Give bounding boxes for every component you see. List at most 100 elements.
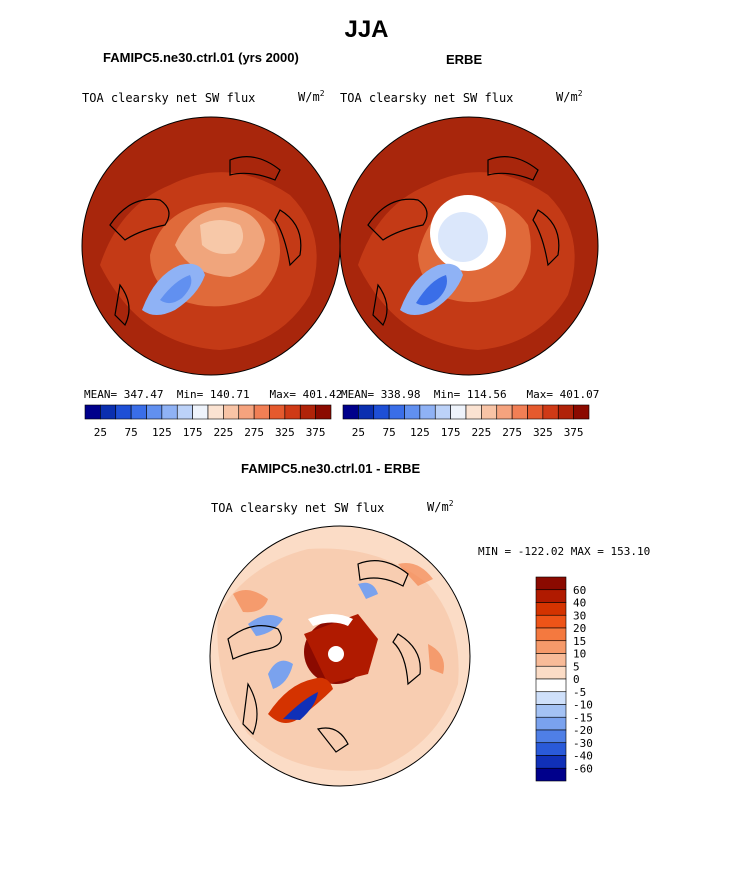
colorbar-tick-label: 375 (306, 426, 326, 439)
colorbar-box (419, 404, 436, 420)
colorbar-box (481, 404, 498, 420)
colorbar-box (176, 404, 193, 420)
colorbar-box (100, 404, 117, 420)
colorbar-box (535, 614, 567, 629)
colorbar-box (535, 716, 567, 731)
colorbar-tick-label: 125 (152, 426, 172, 439)
colorbar-box (527, 404, 544, 420)
colorbar-box (535, 755, 567, 769)
colorbar-tick-label: 30 (573, 609, 586, 622)
left-stats: MEAN= 347.47 Min= 140.71 Max= 401.42 (84, 388, 343, 401)
map-region-fill (248, 582, 378, 689)
map-border (209, 525, 471, 787)
colorbar-box (130, 404, 147, 420)
colorbar-box (496, 404, 513, 420)
colorbar-box (146, 404, 163, 420)
diff-panel-title: FAMIPC5.ne30.ctrl.01 - ERBE (241, 461, 421, 476)
colorbar-tick-label: 25 (352, 426, 365, 439)
diff-units-label: W/m2 (427, 499, 454, 514)
colorbar-box (511, 404, 528, 420)
colorbar-tick-label: 225 (213, 426, 233, 439)
diff-minmax-label: MIN = -122.02 MAX = 153.10 (478, 545, 651, 558)
right-polar-map (339, 116, 599, 376)
pole-hole (328, 646, 344, 662)
polar-diff-fill (308, 614, 353, 626)
right-colorbar: 25 75 125 175 225 275 325 375 (342, 404, 590, 439)
coastline (367, 156, 560, 327)
colorbar-box (557, 404, 574, 420)
colorbar-box (84, 404, 101, 420)
colorbar-tick-label: -60 (573, 762, 593, 775)
greenland-fill (283, 692, 318, 720)
colorbar-tick-label: 15 (573, 635, 586, 648)
colorbar-box (535, 767, 567, 782)
colorbar-tick-label: -20 (573, 724, 593, 737)
polar-region-fill (438, 212, 488, 262)
colorbar-box (207, 404, 224, 420)
colorbar-box (535, 589, 567, 603)
colorbar-box (434, 404, 451, 420)
colorbar-box (573, 404, 590, 420)
coastline (109, 156, 302, 327)
map-region-fill (200, 220, 244, 254)
colorbar-box (535, 627, 567, 642)
colorbar-tick-label: 10 (573, 648, 586, 661)
colorbar-box (388, 404, 405, 420)
colorbar-tick-label: -10 (573, 699, 593, 712)
left-colorbar: 25 75 125 175 225 275 325 375 (84, 404, 332, 439)
colorbar-box (253, 404, 270, 420)
colorbar-tick-label: 75 (383, 426, 396, 439)
colorbar-box (535, 602, 567, 616)
colorbar-box (535, 653, 567, 667)
colorbar-tick-label: 0 (573, 673, 580, 686)
colorbar-box (192, 404, 209, 420)
colorbar-tick-label: 60 (573, 584, 586, 597)
figure-title: JJA (344, 16, 389, 43)
left-variable-label: TOA clearsky net SW flux (82, 91, 256, 105)
colorbar-tick-label: 40 (573, 597, 586, 610)
colorbar-box (535, 691, 567, 705)
colorbar-box (535, 742, 567, 756)
right-units-label: W/m2 (556, 89, 583, 104)
colorbar-tick-label: 325 (275, 426, 295, 439)
colorbar-tick-label: -40 (573, 750, 593, 763)
colorbar-tick-label: 20 (573, 622, 586, 635)
diff-polar-map (209, 525, 471, 787)
left-units-label: W/m2 (298, 89, 325, 104)
colorbar-tick-label: 25 (94, 426, 107, 439)
colorbar-box (299, 404, 316, 420)
colorbar-tick-label: 275 (502, 426, 522, 439)
map-region-fill (233, 563, 444, 674)
left-panel-title: FAMIPC5.ne30.ctrl.01 (yrs 2000) (103, 50, 299, 65)
colorbar-box (269, 404, 286, 420)
colorbar-box (223, 404, 240, 420)
right-panel-title: ERBE (446, 52, 483, 67)
colorbar-box (535, 640, 567, 654)
greenland-fill (160, 275, 192, 304)
colorbar-tick-label: 75 (125, 426, 138, 439)
diff-variable-label: TOA clearsky net SW flux (211, 501, 385, 515)
colorbar-tick-label: 5 (573, 660, 580, 673)
colorbar-tick-label: -30 (573, 737, 593, 750)
colorbar-box (161, 404, 178, 420)
colorbar-box (535, 678, 567, 693)
greenland-fill (268, 677, 333, 723)
colorbar-tick-label: 225 (471, 426, 491, 439)
colorbar-box (535, 665, 567, 680)
greenland-fill (416, 275, 447, 306)
colorbar-box (358, 404, 375, 420)
colorbar-tick-label: 325 (533, 426, 553, 439)
colorbar-box (542, 404, 559, 420)
colorbar-box (238, 404, 255, 420)
colorbar-tick-label: 125 (410, 426, 430, 439)
colorbar-tick-label: -5 (573, 686, 586, 699)
colorbar-box (450, 404, 467, 420)
colorbar-tick-label: -15 (573, 711, 593, 724)
colorbar-box (404, 404, 421, 420)
colorbar-box (284, 404, 301, 420)
map-border (339, 116, 599, 376)
colorbar-box (535, 576, 567, 591)
left-polar-map (81, 116, 341, 376)
coastline (227, 560, 421, 753)
